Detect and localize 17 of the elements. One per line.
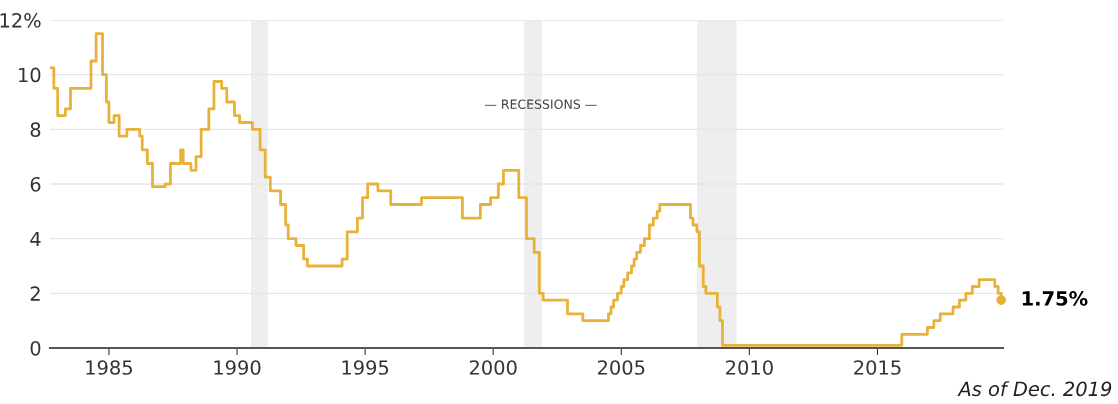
annotation: — RECESSIONS — (484, 99, 597, 109)
x-tick-label: 2000 (469, 360, 517, 375)
x-tick-label: 2010 (726, 360, 773, 375)
text: As of Dec. 2019 (957, 381, 1112, 397)
annotation: 1.75% (1022, 291, 1088, 306)
x-tick-label: 1990 (214, 360, 261, 375)
x-tick-label: 1985 (86, 360, 132, 375)
y-tick-label: 12% (0, 12, 41, 28)
x-tick-label: 2005 (597, 360, 645, 375)
x-tick-label: 1995 (342, 360, 389, 375)
x-tick-label: 2015 (854, 360, 901, 375)
y-tick-label: 10 (19, 67, 41, 83)
y-tick-label: 8 (30, 122, 41, 137)
y-tick-label: 6 (30, 176, 41, 192)
y-tick-label: 2 (30, 286, 40, 301)
y-tick-label: 0 (30, 340, 41, 356)
y-tick-label: 4 (30, 231, 41, 247)
